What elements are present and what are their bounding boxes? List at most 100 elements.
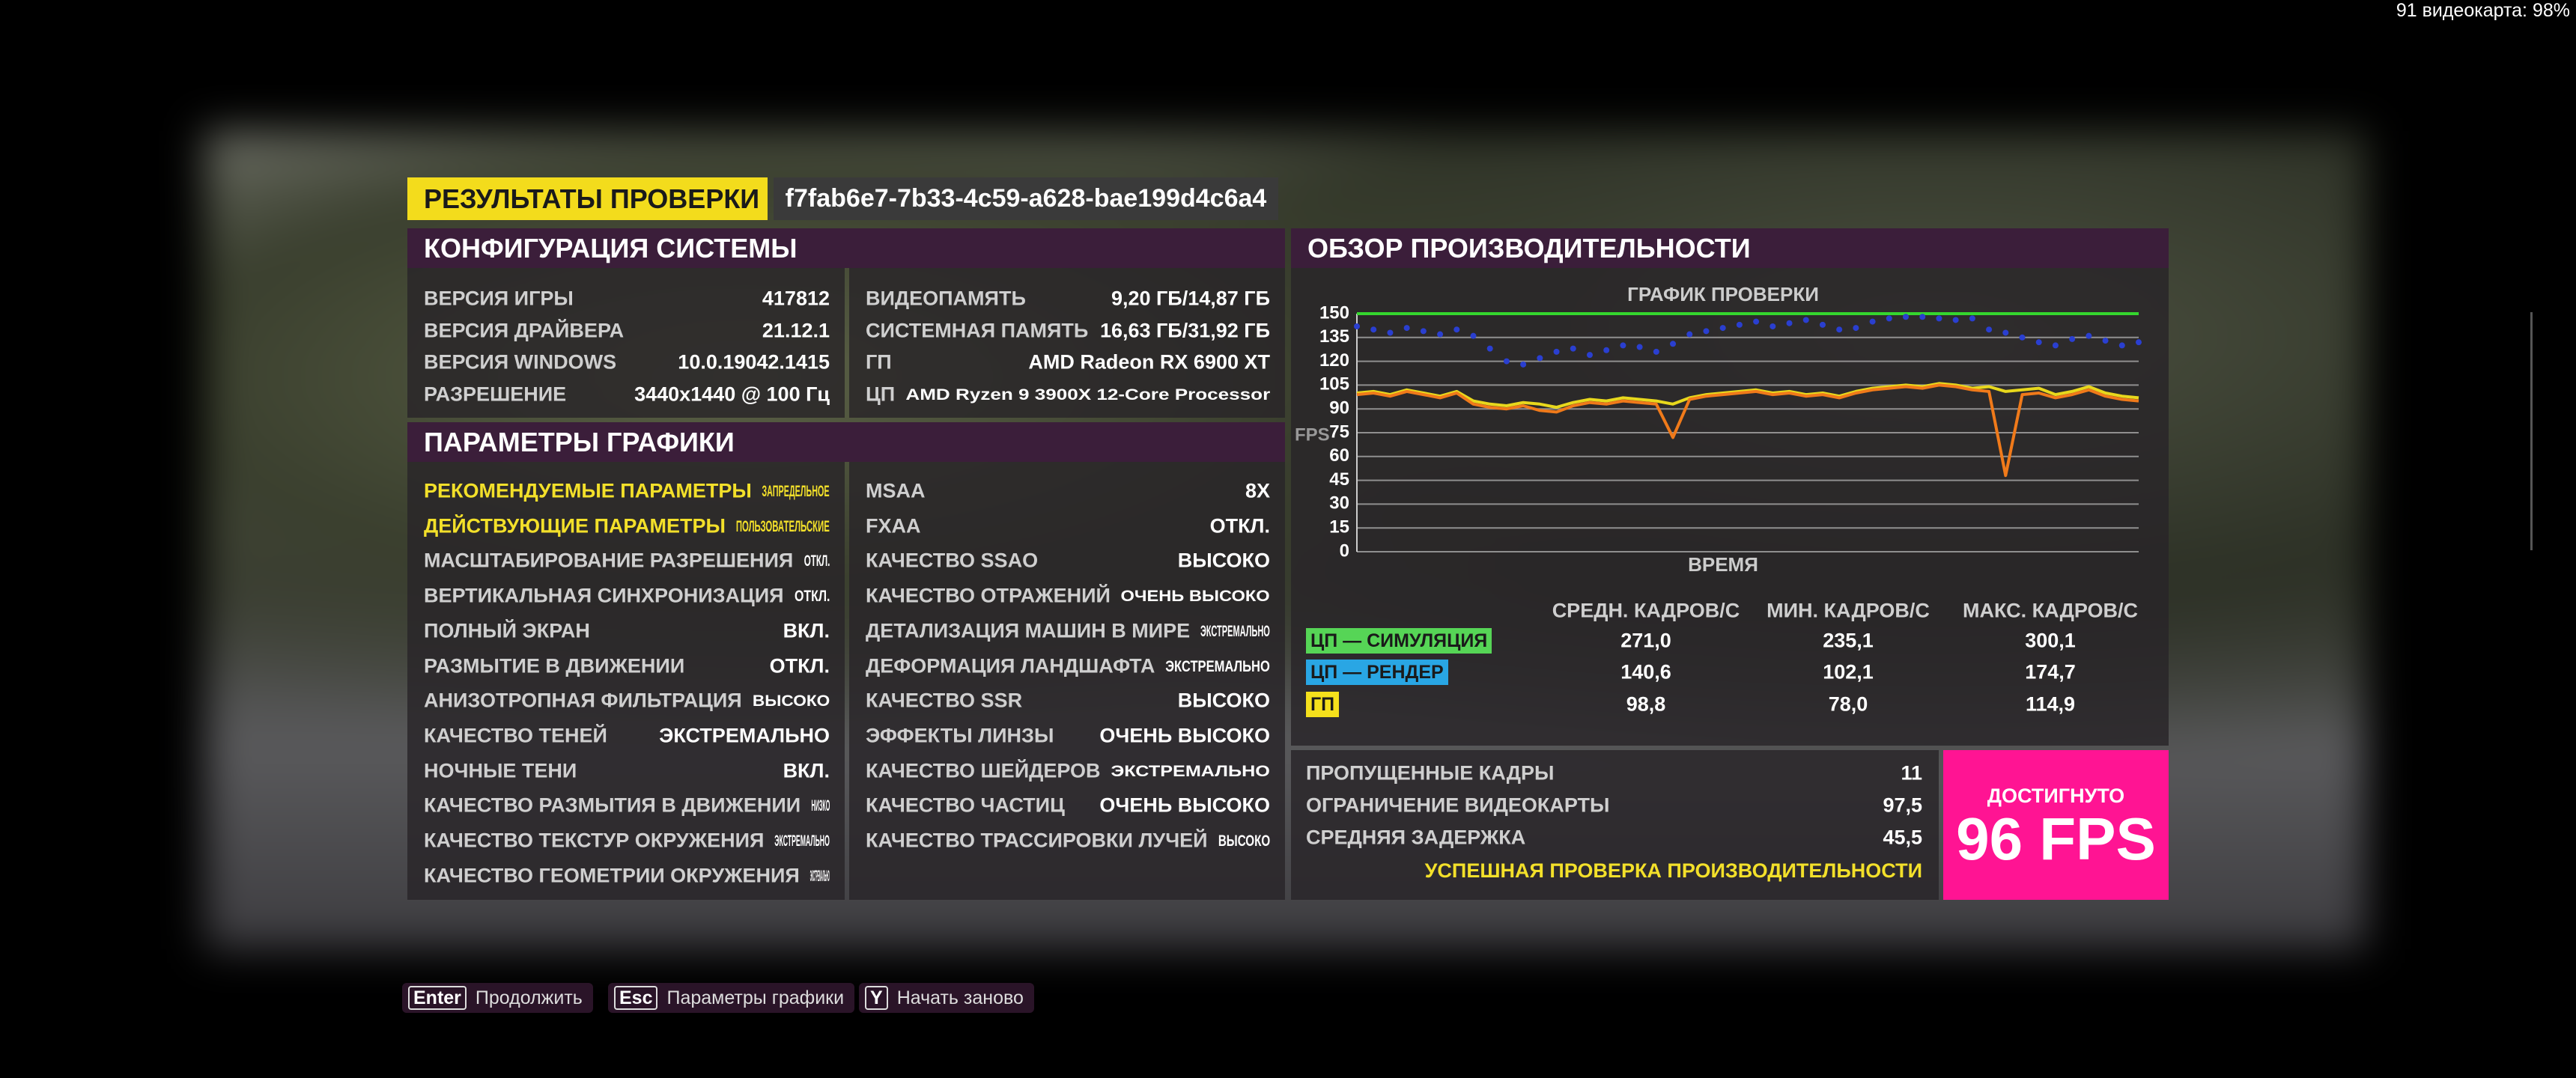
setting-label: НОЧНЫЕ ТЕНИ — [424, 759, 577, 782]
key-hint: Esc — [614, 986, 658, 1010]
data-point — [1453, 326, 1460, 333]
stat-value: 300,1 — [2025, 629, 2076, 652]
data-point — [1919, 314, 1926, 320]
button-label: Начать заново — [896, 987, 1024, 1008]
setting-value: ЗАПРЕДЕЛЬНОЕ — [762, 481, 830, 500]
panel — [849, 462, 1285, 900]
setting-value: ВЫСОКО — [1177, 689, 1270, 712]
stat-value: 114,9 — [2025, 692, 2076, 716]
chart-title: ГРАФИК ПРОВЕРКИ — [1627, 283, 1819, 305]
setting-value: ЭКСТРЕМАЛЬНО — [1200, 621, 1270, 640]
data-point — [1952, 317, 1959, 323]
setting-label: КАЧЕСТВО ГЕОМЕТРИИ ОКРУЖЕНИЯ — [424, 864, 800, 887]
series-line — [1356, 382, 2139, 409]
series-line — [1356, 383, 2139, 478]
data-point — [1853, 325, 1859, 332]
setting-value: ВЫСОКО — [1218, 831, 1270, 850]
setting-value: ЭКСТРЕМАЛЬНО — [809, 866, 830, 885]
summary-label: ПРОПУЩЕННЫЕ КАДРЫ — [1306, 761, 1555, 785]
data-point — [1819, 321, 1826, 328]
data-point — [2035, 339, 2042, 346]
data-point — [1786, 320, 1793, 326]
button[interactable]: Esc Параметры графики — [608, 983, 855, 1013]
y-tick-label: 15 — [1329, 517, 1349, 538]
data-point — [1719, 325, 1726, 332]
summary-value: 45,5 — [1883, 826, 1922, 849]
setting-label: ГП — [866, 350, 892, 374]
setting-value: ЭКСТРЕМАЛЬНО — [774, 831, 830, 850]
setting-value: ВКЛ. — [783, 619, 830, 642]
column-header: МАКС. КАДРОВ/С — [1963, 599, 2138, 622]
data-point — [1387, 329, 1394, 336]
setting-label: MSAA — [866, 479, 926, 502]
data-point — [2019, 334, 2026, 341]
setting-label: ДЕТАЛИЗАЦИЯ МАШИН В МИРЕ — [866, 619, 1191, 642]
setting-label: КАЧЕСТВО ЧАСТИЦ — [866, 794, 1065, 817]
data-point — [2102, 338, 2109, 344]
data-point — [2136, 339, 2142, 346]
data-point — [1736, 321, 1743, 328]
column-header: СРЕДН. КАДРОВ/С — [1552, 599, 1740, 622]
results-title: РЕЗУЛЬТАТЫ ПРОВЕРКИ — [407, 177, 768, 220]
setting-value: 21.12.1 — [762, 319, 830, 342]
data-point — [1936, 315, 1942, 322]
y-tick-label: 30 — [1329, 493, 1349, 514]
data-point — [1886, 315, 1892, 322]
data-point — [1653, 348, 1659, 355]
data-point — [2118, 342, 2125, 349]
status: УСПЕШНАЯ ПРОВЕРКА ПРОИЗВОДИТЕЛЬНОСТИ — [1424, 859, 1922, 882]
stat-value: 102,1 — [1823, 660, 1874, 683]
button[interactable]: Enter Продолжить — [402, 983, 593, 1013]
stat-value: 78,0 — [1828, 692, 1868, 716]
key-hint: Y — [865, 986, 888, 1010]
overlay-text: 91 видеокарта: 98% — [2396, 0, 2570, 21]
summary-label: ОГРАНИЧЕНИЕ ВИДЕОКАРТЫ — [1306, 794, 1610, 817]
setting-value: AMD Ryzen 9 3900X 12-Core Processor — [905, 385, 1270, 404]
section-header: ОБЗОР ПРОИЗВОДИТЕЛЬНОСТИ — [1291, 228, 2169, 268]
stat-value: 98,8 — [1626, 692, 1666, 716]
y-tick-label: 75 — [1329, 421, 1349, 442]
y-tick-label: 135 — [1319, 326, 1349, 347]
y-tick-label: 90 — [1329, 398, 1349, 418]
setting-value: 9,20 ГБ/14,87 ГБ — [1111, 287, 1270, 310]
data-point — [1537, 355, 1543, 362]
data-point — [1986, 326, 1993, 333]
setting-label: КАЧЕСТВО SSAO — [866, 549, 1039, 572]
data-point — [1570, 345, 1576, 352]
setting-label: КАЧЕСТВО ОТРАЖЕНИЙ — [866, 584, 1111, 607]
setting-label: КАЧЕСТВО ТРАССИРОВКИ ЛУЧЕЙ — [866, 829, 1208, 852]
setting-value: ЭКСТРЕМАЛЬНО — [659, 724, 830, 747]
button-label: Параметры графики — [666, 987, 845, 1008]
data-point — [1802, 317, 1809, 323]
setting-value: ВКЛ. — [783, 759, 830, 782]
setting-value: ОЧЕНЬ ВЫСОКО — [1120, 586, 1270, 605]
setting-value: ОЧЕНЬ ВЫСОКО — [1099, 724, 1270, 747]
setting-value: ВЫСОКО — [752, 691, 830, 710]
y-tick-label: 45 — [1329, 469, 1349, 490]
setting-value: ЭКСТРЕМАЛЬНО — [1111, 761, 1271, 780]
data-point — [1869, 318, 1876, 325]
x-axis-label: ВРЕМЯ — [1688, 553, 1758, 576]
setting-label: ДЕФОРМАЦИЯ ЛАНДШАФТА — [866, 654, 1155, 677]
setting-label: FXAA — [866, 514, 921, 538]
setting-label: РАЗРЕШЕНИЕ — [424, 383, 567, 406]
legend-badge: ЦП — СИМУЛЯЦИЯ — [1306, 628, 1492, 654]
y-tick-label: 0 — [1340, 540, 1349, 561]
setting-label: КАЧЕСТВО РАЗМЫТИЯ В ДВИЖЕНИИ — [424, 794, 801, 817]
result-box — [1943, 750, 2169, 900]
data-point — [1503, 358, 1510, 365]
button[interactable]: Y Начать заново — [859, 983, 1034, 1013]
y-tick-label: 150 — [1319, 302, 1349, 323]
data-point — [1603, 347, 1610, 353]
panel — [407, 462, 845, 900]
panel — [407, 268, 845, 418]
setting-value: ВЫСОКО — [1177, 549, 1270, 572]
setting-value: ЭКСТРЕМАЛЬНО — [1165, 657, 1270, 675]
data-point — [1670, 341, 1677, 347]
data-point — [1486, 345, 1493, 352]
setting-label: ПОЛНЫЙ ЭКРАН — [424, 619, 590, 642]
stat-value: 140,6 — [1620, 660, 1671, 683]
panel — [849, 268, 1285, 418]
setting-value: ПОЛЬЗОВАТЕЛЬСКИЕ — [735, 517, 830, 535]
